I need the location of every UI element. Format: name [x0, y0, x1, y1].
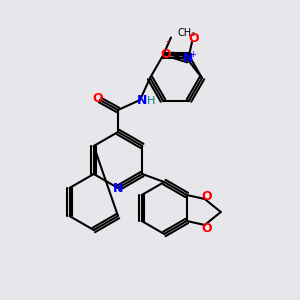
Text: N: N	[113, 182, 123, 196]
Text: N: N	[137, 94, 147, 106]
Text: CH₃: CH₃	[177, 28, 195, 38]
Text: N: N	[183, 52, 193, 65]
Text: +: +	[189, 50, 196, 59]
Text: O: O	[202, 221, 212, 235]
Text: -: -	[165, 36, 169, 46]
Text: O: O	[93, 92, 103, 104]
Text: O: O	[189, 32, 199, 44]
Text: O: O	[202, 190, 212, 202]
Text: H: H	[147, 96, 155, 106]
Text: O: O	[161, 47, 171, 61]
